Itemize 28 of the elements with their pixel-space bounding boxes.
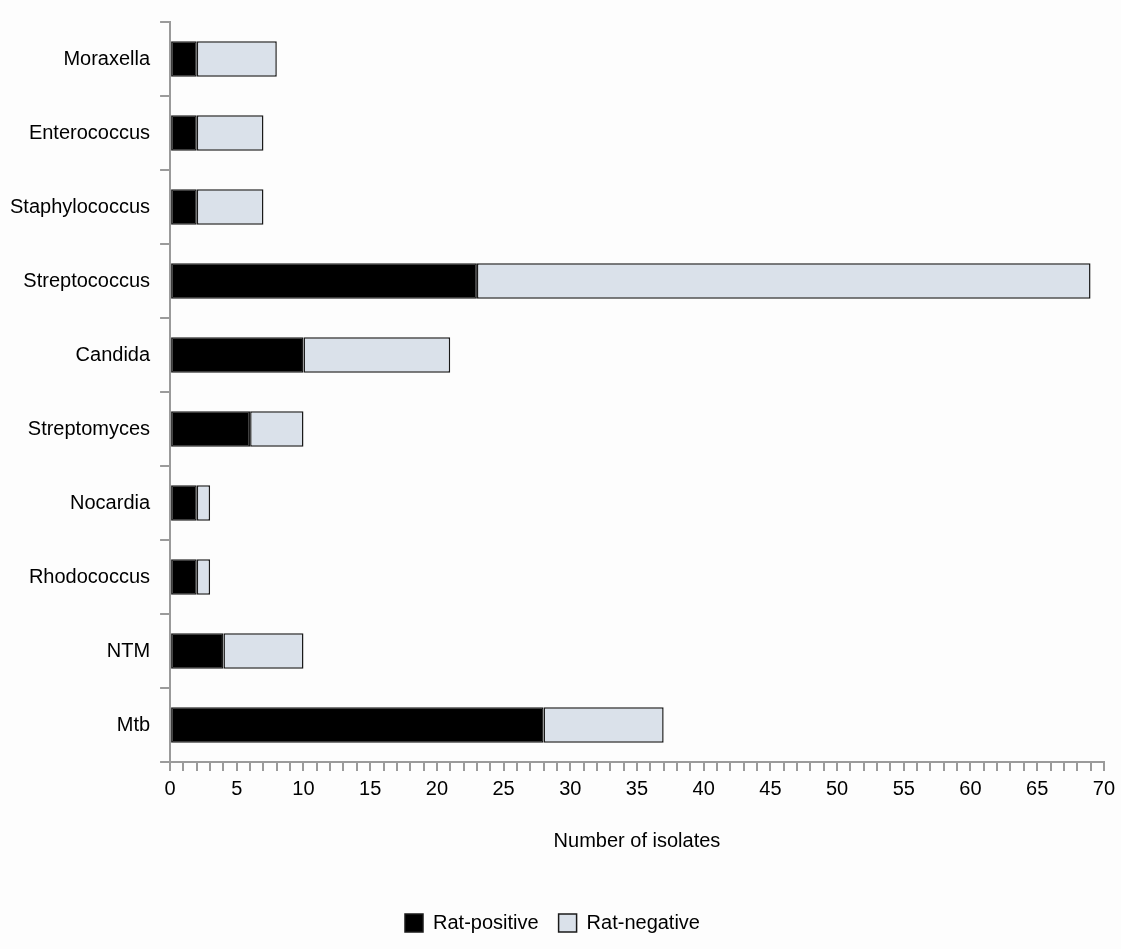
y-tick-label: Candida	[75, 342, 151, 365]
x-tick-label: 55	[892, 776, 915, 799]
x-tick-label: 25	[492, 776, 515, 799]
y-tick-label: Mtb	[116, 712, 151, 735]
y-tick-label: Streptomyces	[27, 416, 151, 439]
legend-label: Rat-negative	[586, 910, 700, 933]
x-tick-label: 0	[164, 776, 176, 799]
legend-label: Rat-positive	[433, 910, 539, 933]
x-tick-label: 5	[231, 776, 243, 799]
y-tick-label: Enterococcus	[28, 120, 151, 143]
y-tick-label: NTM	[106, 638, 151, 661]
x-tick-label: 15	[359, 776, 382, 799]
x-tick-label: 20	[425, 776, 448, 799]
y-tick-label: Nocardia	[70, 490, 151, 513]
x-tick-label: 10	[292, 776, 315, 799]
y-tick-label: Moraxella	[63, 46, 151, 69]
x-tick-label: 65	[1026, 776, 1049, 799]
x-tick-label: 50	[825, 776, 849, 799]
y-tick-label: Staphylococcus	[10, 194, 151, 217]
x-tick-label: 45	[759, 776, 782, 799]
x-tick-label: 30	[559, 776, 582, 799]
x-tick-label: 70	[1092, 776, 1115, 799]
y-tick-label: Rhodococcus	[28, 564, 151, 587]
x-axis-title: Number of isolates	[553, 828, 721, 851]
x-tick-label: 35	[625, 776, 649, 799]
y-tick-label: Streptococcus	[23, 268, 151, 291]
x-tick-label: 60	[959, 776, 982, 799]
x-tick-label: 40	[692, 776, 715, 799]
